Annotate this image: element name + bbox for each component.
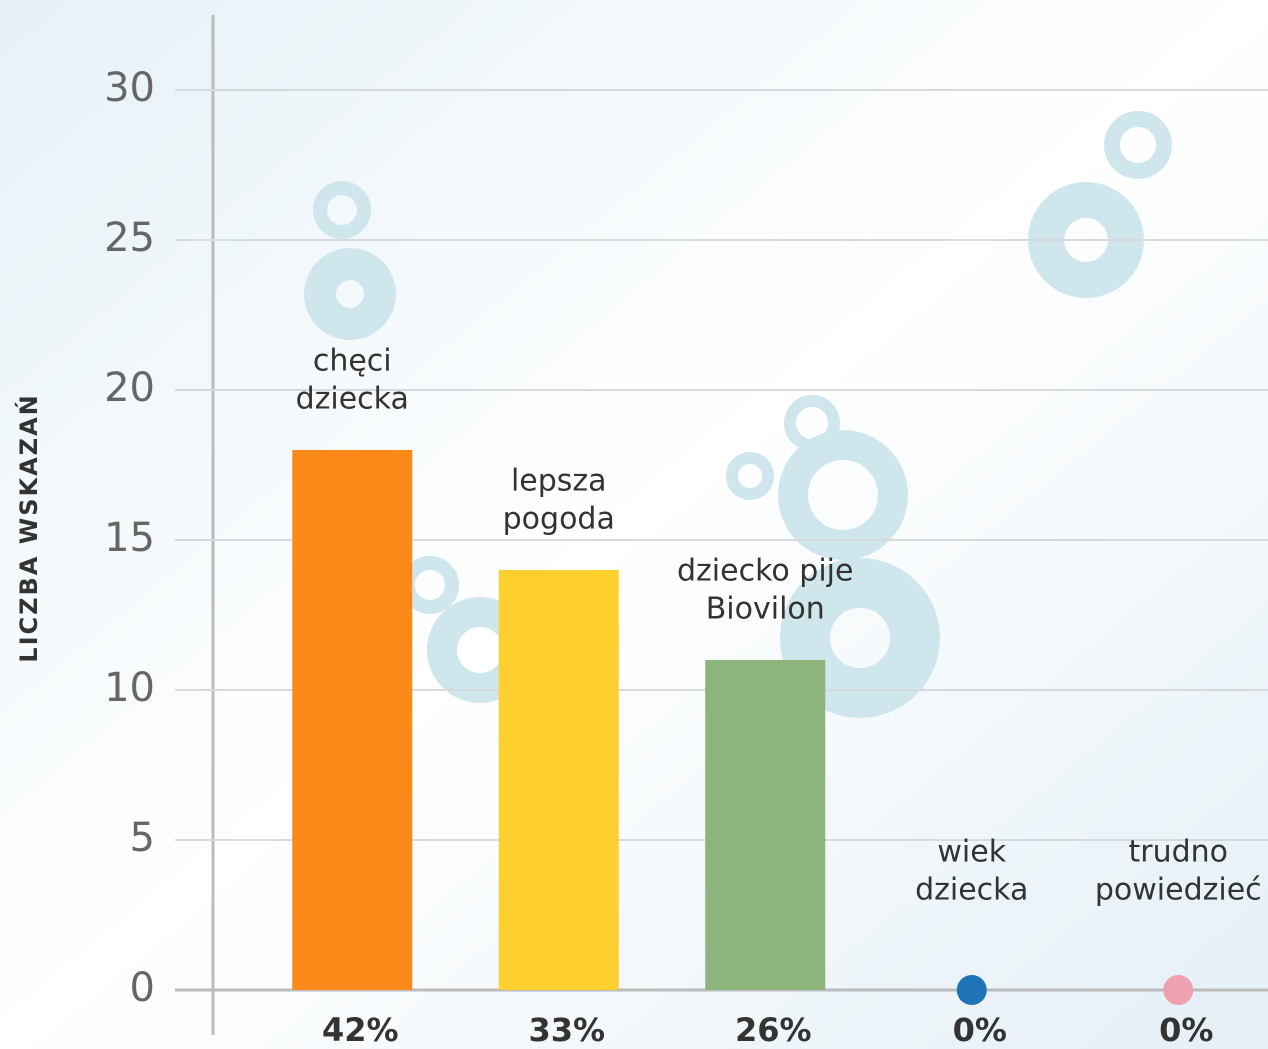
category-label: dziecko pije [677,554,853,589]
y-tick-label: 5 [130,815,155,861]
zero-dot [956,975,987,1005]
category-label: Biovilon [706,592,825,627]
y-tick-label: 15 [104,515,155,561]
share-label: 42% [322,1011,399,1049]
category-label: dziecka [296,382,409,417]
y-tick-label: 30 [104,65,155,111]
category-label: pogoda [503,502,615,537]
category-label: wiek [937,835,1006,870]
bar [498,570,619,990]
y-tick-label: 25 [104,215,155,261]
y-axis-label: LICZBA WSKAZAŃ [14,393,43,662]
y-tick-label: 0 [130,965,155,1011]
share-label: 0% [953,1011,1007,1049]
bar [705,660,826,990]
share-label: 0% [1159,1011,1213,1049]
y-tick-label: 10 [104,665,155,711]
bar [292,450,413,990]
category-label: lepsza [511,464,607,499]
y-tick-label: 20 [104,365,155,411]
category-label: dziecka [915,873,1028,908]
category-label: powiedzieć [1095,873,1262,908]
zero-dot [1163,975,1194,1005]
share-label: 26% [735,1011,812,1049]
share-label: 33% [528,1011,605,1049]
category-label: chęci [313,344,392,379]
category-label: trudno [1128,835,1228,870]
